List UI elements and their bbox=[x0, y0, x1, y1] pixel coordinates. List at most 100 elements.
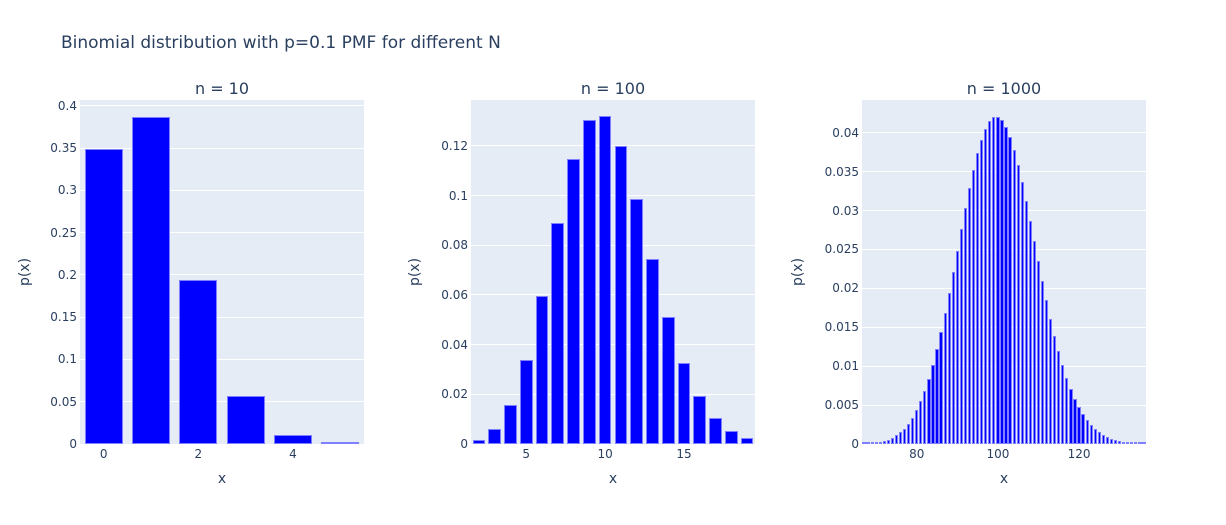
bar[interactable] bbox=[886, 439, 890, 444]
bar[interactable] bbox=[927, 378, 931, 444]
bar[interactable] bbox=[955, 250, 959, 444]
bar[interactable] bbox=[646, 259, 659, 444]
bar[interactable] bbox=[1040, 281, 1045, 444]
bar[interactable] bbox=[1032, 240, 1037, 444]
bar[interactable] bbox=[598, 116, 612, 444]
bar[interactable] bbox=[1020, 182, 1024, 444]
bar[interactable] bbox=[874, 442, 878, 444]
y-tick-label: 0.05 bbox=[50, 394, 77, 409]
bar[interactable] bbox=[630, 198, 643, 444]
bar[interactable] bbox=[915, 410, 919, 444]
bar[interactable] bbox=[1069, 389, 1073, 444]
bar[interactable] bbox=[274, 434, 312, 444]
bar[interactable] bbox=[890, 437, 895, 444]
bar[interactable] bbox=[959, 229, 963, 444]
bar[interactable] bbox=[1000, 120, 1004, 444]
bar[interactable] bbox=[971, 169, 976, 444]
bar[interactable] bbox=[321, 442, 360, 444]
bar[interactable] bbox=[1105, 437, 1110, 444]
bar[interactable] bbox=[1081, 414, 1085, 444]
bar[interactable] bbox=[1061, 365, 1065, 444]
bar[interactable] bbox=[1012, 149, 1016, 444]
bar[interactable] bbox=[1126, 442, 1130, 444]
bar[interactable] bbox=[980, 139, 984, 444]
bar[interactable] bbox=[1085, 420, 1089, 444]
bar[interactable] bbox=[935, 349, 939, 444]
plot-area[interactable] bbox=[862, 100, 1146, 444]
bar[interactable] bbox=[963, 208, 968, 444]
bar[interactable] bbox=[1138, 442, 1142, 444]
bar[interactable] bbox=[907, 423, 911, 444]
bar[interactable] bbox=[923, 390, 927, 444]
bar[interactable] bbox=[1049, 318, 1053, 444]
bar[interactable] bbox=[725, 430, 738, 444]
bar[interactable] bbox=[862, 442, 866, 444]
x-tick-label: 4 bbox=[289, 447, 297, 461]
bar[interactable] bbox=[1142, 442, 1146, 444]
bar[interactable] bbox=[677, 362, 691, 444]
bar[interactable] bbox=[551, 223, 565, 444]
bar[interactable] bbox=[1044, 300, 1049, 444]
bar[interactable] bbox=[951, 272, 955, 444]
plot-area[interactable] bbox=[471, 100, 755, 444]
bar[interactable] bbox=[1036, 261, 1041, 444]
bar[interactable] bbox=[519, 359, 533, 444]
bar[interactable] bbox=[583, 120, 596, 444]
bar[interactable] bbox=[1122, 441, 1126, 444]
bar[interactable] bbox=[988, 121, 992, 444]
bar[interactable] bbox=[132, 116, 170, 444]
bar[interactable] bbox=[1097, 432, 1101, 444]
bar[interactable] bbox=[943, 313, 947, 444]
bar[interactable] bbox=[614, 146, 628, 444]
bar[interactable] bbox=[1016, 164, 1020, 444]
bar[interactable] bbox=[661, 316, 675, 444]
bar[interactable] bbox=[882, 440, 886, 444]
bar[interactable] bbox=[939, 331, 943, 444]
bar[interactable] bbox=[1008, 136, 1012, 444]
bar[interactable] bbox=[1004, 126, 1008, 444]
bar[interactable] bbox=[992, 117, 996, 444]
bar[interactable] bbox=[1134, 442, 1138, 444]
y-tick-label: 0.005 bbox=[824, 398, 859, 413]
bar[interactable] bbox=[1065, 377, 1069, 444]
bar[interactable] bbox=[709, 417, 722, 444]
bar[interactable] bbox=[1024, 200, 1028, 444]
bar[interactable] bbox=[894, 435, 899, 444]
bar[interactable] bbox=[1101, 435, 1105, 444]
bar[interactable] bbox=[740, 437, 754, 444]
bar[interactable] bbox=[179, 280, 218, 444]
bar[interactable] bbox=[870, 442, 874, 444]
bar[interactable] bbox=[996, 117, 1000, 444]
bar[interactable] bbox=[902, 428, 907, 444]
bar[interactable] bbox=[693, 396, 707, 444]
bar[interactable] bbox=[1130, 442, 1134, 444]
bar[interactable] bbox=[1028, 220, 1032, 444]
bar[interactable] bbox=[976, 153, 980, 444]
bar[interactable] bbox=[535, 296, 549, 444]
bar[interactable] bbox=[931, 364, 935, 444]
bar[interactable] bbox=[226, 395, 265, 444]
bar[interactable] bbox=[1118, 441, 1122, 444]
bar[interactable] bbox=[898, 432, 903, 444]
bar[interactable] bbox=[967, 188, 972, 444]
bar[interactable] bbox=[919, 401, 923, 444]
bar[interactable] bbox=[1109, 438, 1114, 444]
bar[interactable] bbox=[911, 417, 915, 444]
bar[interactable] bbox=[1089, 425, 1093, 444]
bar[interactable] bbox=[1113, 440, 1118, 444]
bar[interactable] bbox=[504, 404, 517, 444]
bar[interactable] bbox=[878, 441, 882, 444]
bar[interactable] bbox=[947, 293, 951, 444]
bar[interactable] bbox=[1053, 335, 1057, 444]
bar[interactable] bbox=[1057, 351, 1061, 444]
bar[interactable] bbox=[1073, 398, 1077, 444]
bar[interactable] bbox=[488, 429, 501, 444]
bar[interactable] bbox=[984, 128, 988, 444]
plot-area[interactable] bbox=[80, 100, 364, 444]
bar[interactable] bbox=[84, 149, 123, 444]
bar[interactable] bbox=[1077, 407, 1081, 444]
bar[interactable] bbox=[567, 158, 580, 444]
bar[interactable] bbox=[866, 442, 870, 444]
bar[interactable] bbox=[1093, 429, 1097, 444]
bar[interactable] bbox=[472, 439, 486, 444]
